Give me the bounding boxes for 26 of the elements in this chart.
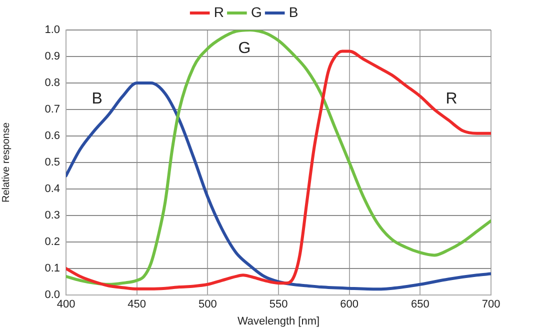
annotation: R [446, 90, 458, 108]
y-tick-label: 0.3 [44, 210, 60, 222]
y-tick-label: 0.6 [44, 130, 60, 142]
y-tick-label: 0.7 [44, 104, 60, 116]
x-axis-title: Wavelength [nm] [237, 315, 320, 328]
x-tick-label: 450 [128, 298, 146, 311]
y-axis-title: Relative response [0, 122, 12, 203]
x-tick-label: 700 [482, 298, 500, 311]
y-tick-label: 0.8 [44, 77, 60, 90]
x-tick-label: 400 [56, 298, 76, 311]
legend-label: B [288, 4, 298, 20]
y-tick-label: 0.4 [44, 183, 60, 196]
x-tick-label: 500 [198, 298, 217, 311]
x-tick-label: 650 [410, 298, 430, 311]
annotation: G [238, 40, 251, 57]
x-tick-label: 550 [269, 298, 288, 311]
y-tick-label: 0.9 [44, 50, 60, 63]
legend-label: G [250, 4, 262, 20]
y-tick-label: 0.5 [44, 156, 60, 169]
x-tick-label: 600 [340, 298, 359, 311]
y-tick-label: 0.1 [44, 262, 60, 275]
y-tick-label: 0.0 [44, 289, 60, 302]
legend-label: R [214, 4, 224, 20]
y-tick-label: 1.0 [44, 24, 60, 36]
annotation: B [92, 90, 102, 108]
y-tick-label: 0.2 [44, 236, 60, 248]
